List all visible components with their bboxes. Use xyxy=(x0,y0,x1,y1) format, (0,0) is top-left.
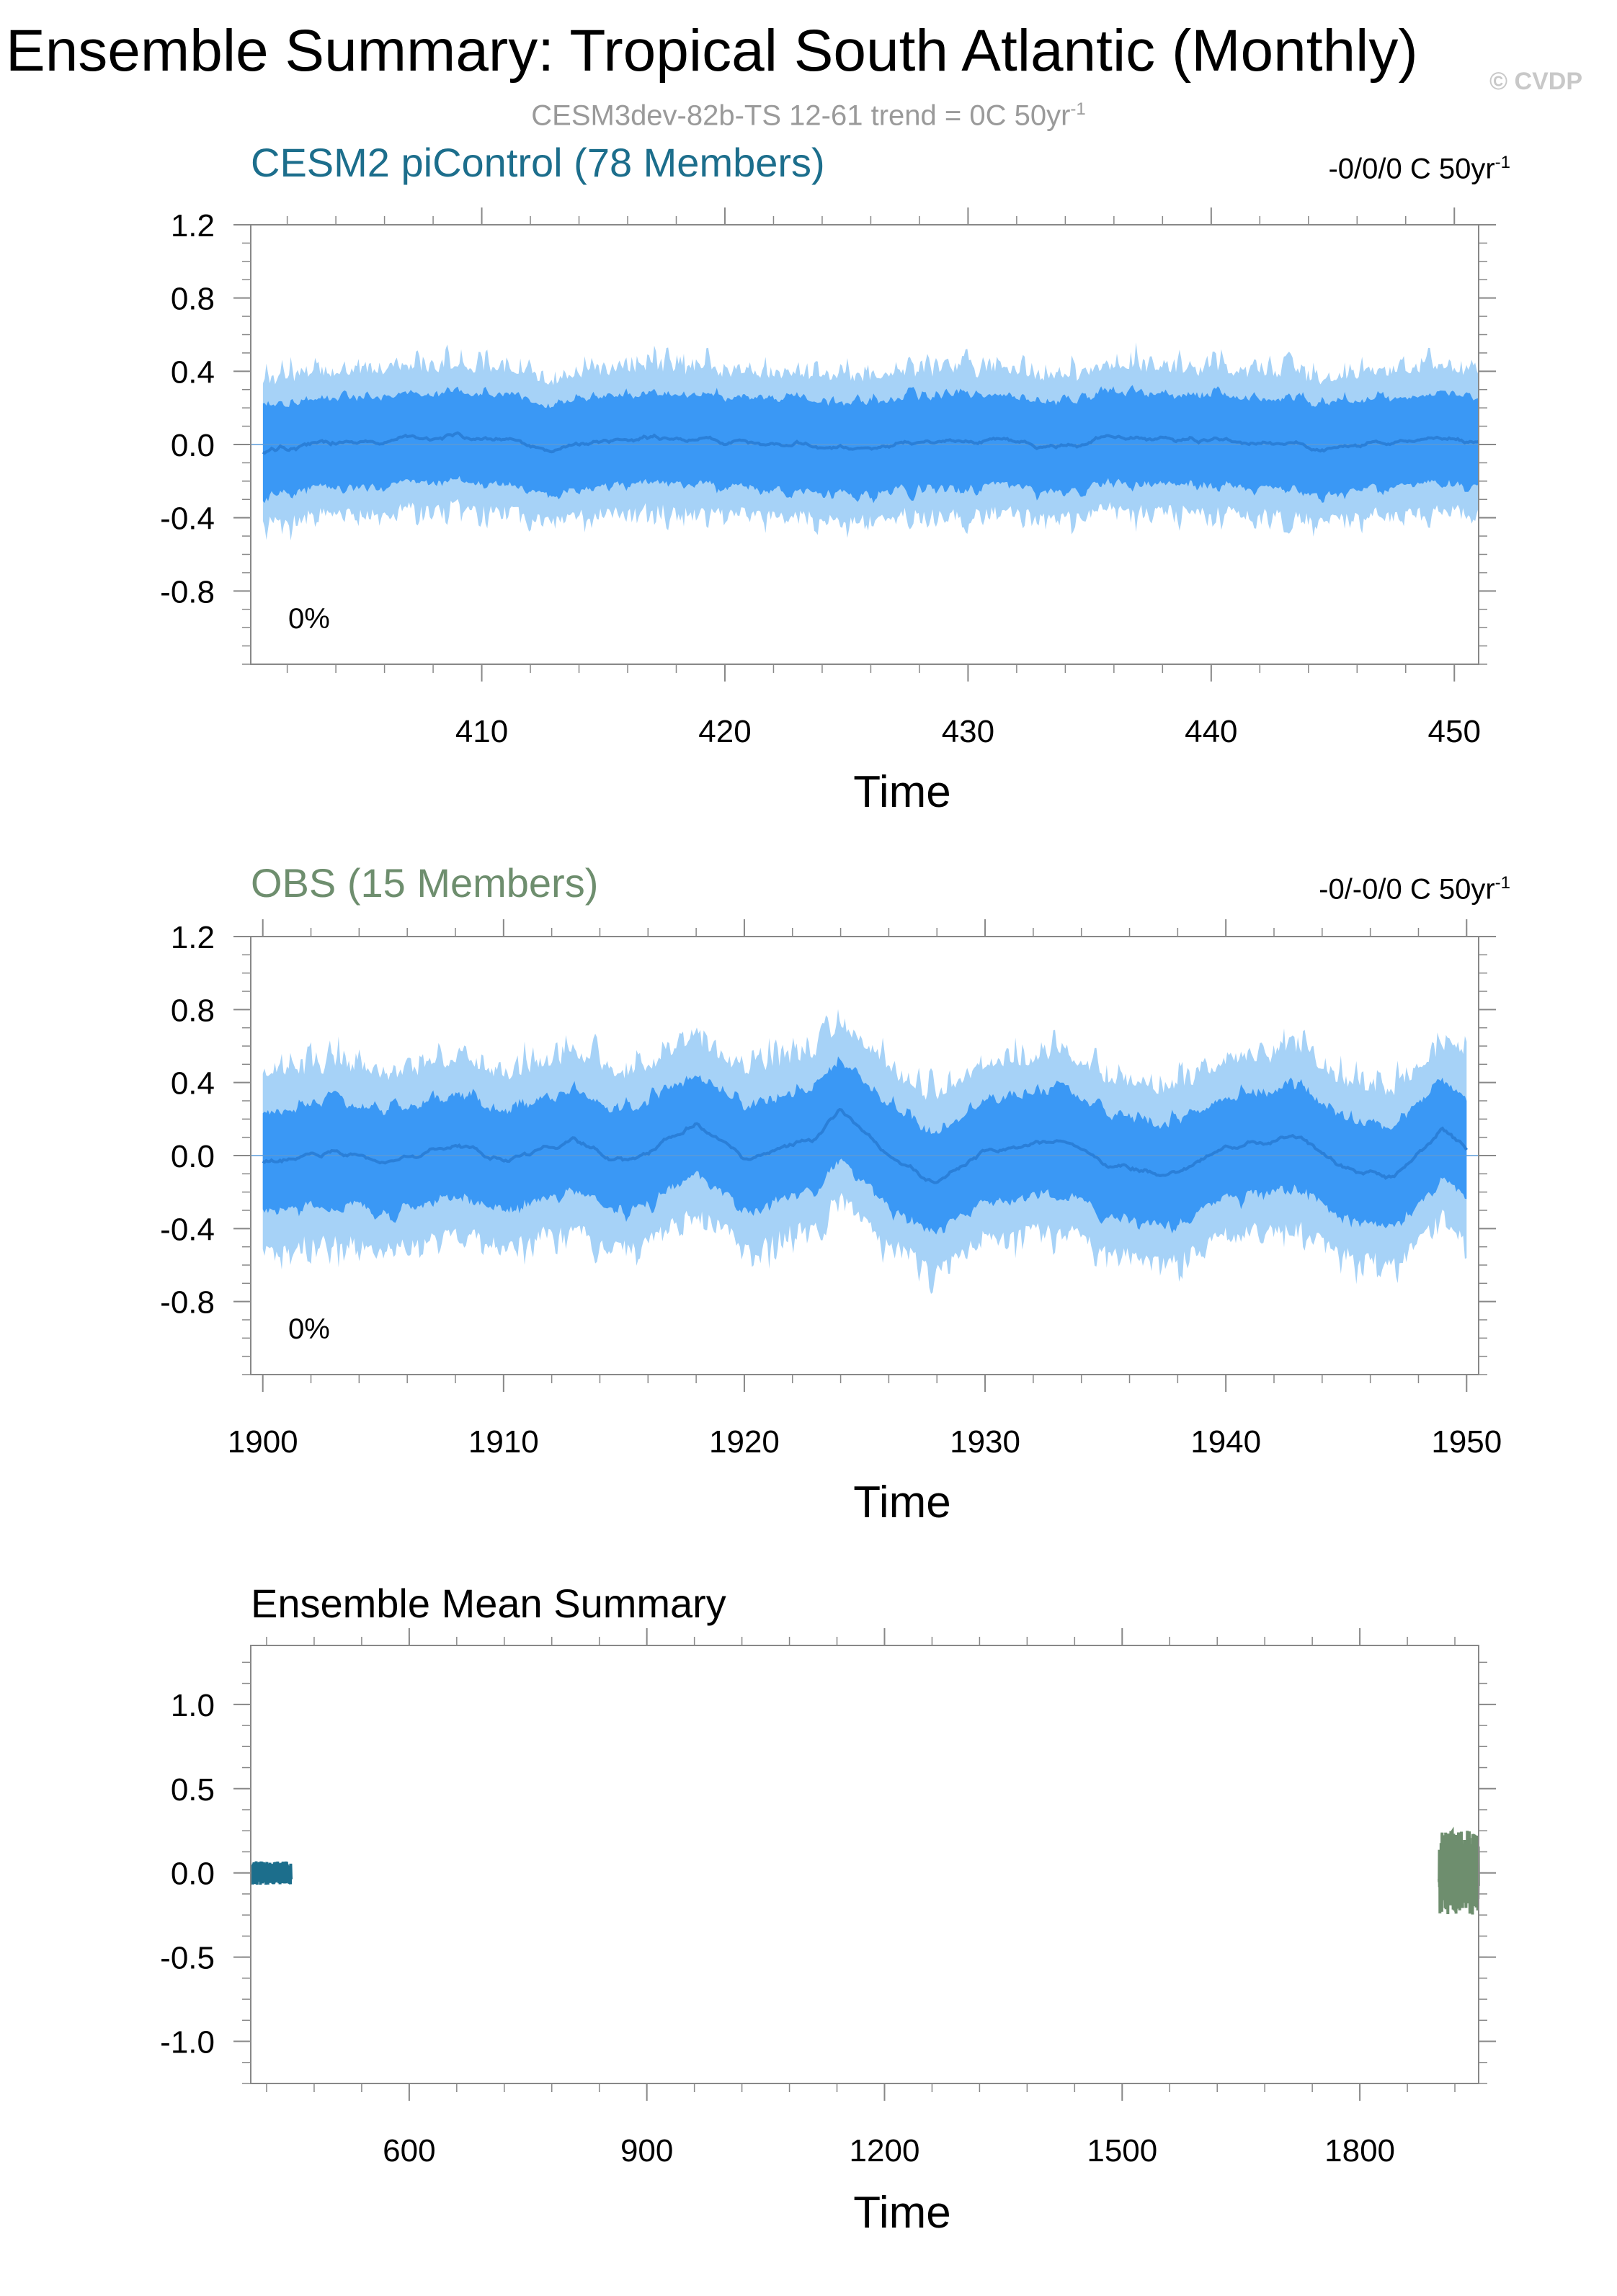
subtitle-exponent: -1 xyxy=(1070,99,1086,119)
panel-1-ytick-label: 0.4 xyxy=(171,354,215,390)
panel-3-ytick-label: 1.0 xyxy=(171,1688,215,1723)
panel-3-xtick-label: 900 xyxy=(620,2133,673,2168)
panel-3-ytick-label: 0.0 xyxy=(171,1857,215,1892)
panel-3-ytick-label: -0.5 xyxy=(160,1941,215,1976)
panel-3-xtick-label: 1800 xyxy=(1324,2133,1395,2168)
panel-1-ytick-label: 0.0 xyxy=(171,428,215,463)
panel-3-plot: 1.0 0.5 0.0 -0.5 -1.0 600 900 1200 1500 1800 Time xyxy=(160,1628,1496,2238)
panel-3-frame xyxy=(250,1645,1479,2084)
panel-1-trend-label: -0/0/0 C 50yr-1 xyxy=(1328,153,1510,185)
panel-2-ytick-label: 1.2 xyxy=(171,920,215,955)
panel-1-ytick-label: -0.4 xyxy=(160,501,215,537)
panel-2-trend-label: -0/-0/0 C 50yr-1 xyxy=(1319,873,1510,906)
panel-2-ytick-label: -0.4 xyxy=(160,1212,215,1247)
panel-2-ytick-label: 0.8 xyxy=(171,993,215,1028)
panel-2-percent-annotation: 0% xyxy=(288,1313,330,1345)
panel-3-ytick-label: 0.5 xyxy=(171,1772,215,1808)
panel-3-xaxis-label: Time xyxy=(853,2188,950,2238)
panel-2-ytick-label: -0.8 xyxy=(160,1285,215,1321)
panel-3-xtick-label: 1500 xyxy=(1087,2133,1157,2168)
panel-2-xaxis-label: Time xyxy=(853,1478,950,1527)
panel-2-ytick-label: 0.4 xyxy=(171,1066,215,1102)
panel-1-ytick-label: 1.2 xyxy=(171,208,215,244)
panel-2-ytick-label: 0.0 xyxy=(171,1139,215,1174)
panel-2-xtick-label: 1930 xyxy=(950,1424,1020,1460)
panel-1-xaxis-label: Time xyxy=(853,767,950,817)
panel-2-ensemble-mean-line xyxy=(262,1107,1468,1184)
panel-1-xtick-label: 430 xyxy=(942,714,994,749)
panel-3-title: Ensemble Mean Summary xyxy=(251,1581,726,1626)
panel-2-inner-band xyxy=(262,1056,1467,1235)
panel-1-xtick-label: 420 xyxy=(698,714,751,749)
panel-3-ytick-label: -1.0 xyxy=(160,2025,215,2060)
subtitle: CESM3dev-82b-TS 12-61 trend = 0C 50yr-1 xyxy=(0,101,1617,130)
panel-3-xtick-label: 600 xyxy=(383,2133,435,2168)
panel-3-series-1-line xyxy=(250,1861,293,1885)
panel-3-series-2-line xyxy=(1438,1826,1480,1915)
panel-1-xtick-label: 440 xyxy=(1185,714,1237,749)
panel-2-plot: 0% 1.2 0.8 0.4 0.0 -0.4 -0.8 1900 1910 1920 1930 19… xyxy=(160,919,1502,1527)
panel-1-ensemble-mean-line xyxy=(262,431,1479,455)
panel-2-xtick-label: 1900 xyxy=(228,1424,298,1460)
panel-2-title: OBS (15 Members) xyxy=(251,860,599,906)
panel-1-xtick-label: 410 xyxy=(455,714,508,749)
panel-2-xtick-label: 1950 xyxy=(1431,1424,1502,1460)
panel-2-trend-exponent: -1 xyxy=(1494,873,1510,893)
panel-1-ytick-label: 0.8 xyxy=(171,282,215,317)
panel-1-xtick-label: 450 xyxy=(1428,714,1481,749)
panel-2-xtick-label: 1910 xyxy=(468,1424,539,1460)
subtitle-text: CESM3dev-82b-TS 12-61 trend = 0C 50yr xyxy=(531,99,1071,132)
panel-1-ytick-label: -0.8 xyxy=(160,574,215,609)
panel-3-xtick-label: 1200 xyxy=(850,2133,920,2168)
panel-2-trend-text: -0/-0/0 C 50yr xyxy=(1319,873,1495,906)
copyright-watermark: © CVDP xyxy=(1489,68,1582,95)
panel-1-title: CESM2 piControl (78 Members) xyxy=(251,140,825,185)
panel-2-xtick-label: 1940 xyxy=(1190,1424,1261,1460)
panel-1-percent-annotation: 0% xyxy=(288,603,330,635)
panel-2-xtick-label: 1920 xyxy=(709,1424,780,1460)
panel-1-plot: 0% 1.2 0.8 0.4 0.0 -0.4 -0.8 410 420 430 440 450 Tim… xyxy=(160,207,1496,817)
panel-1-trend-exponent: -1 xyxy=(1494,153,1510,172)
panel-1-trend-text: -0/0/0 C 50yr xyxy=(1328,153,1495,185)
page-title: Ensemble Summary: Tropical South Atlanti… xyxy=(6,18,1418,84)
